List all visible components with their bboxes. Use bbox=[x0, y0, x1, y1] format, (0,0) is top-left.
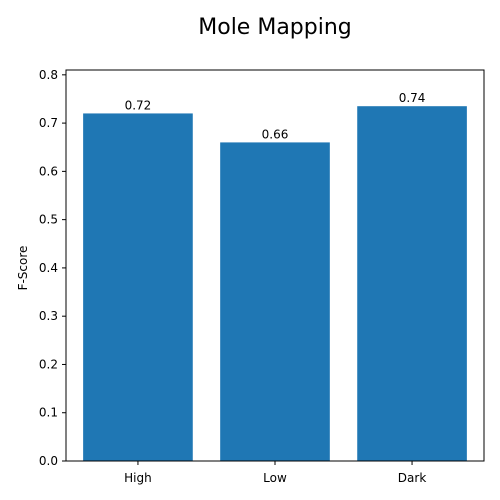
plot-frame bbox=[65, 69, 485, 462]
y-tick-label: 0.3 bbox=[39, 309, 58, 323]
y-axis-label: F-Score bbox=[16, 246, 30, 291]
bar-dark bbox=[357, 106, 467, 461]
y-tick-label: 0.1 bbox=[39, 406, 58, 420]
y-tick-label: 0.2 bbox=[39, 357, 58, 371]
y-tick-label: 0.7 bbox=[39, 116, 58, 130]
data-label-high: 0.72 bbox=[125, 98, 152, 112]
x-axis-ticks: High Low Dark bbox=[124, 461, 426, 485]
data-labels-layer: 0.72 0.66 0.74 bbox=[125, 91, 426, 141]
y-tick-label: 0.6 bbox=[39, 164, 58, 178]
bar-low bbox=[220, 142, 330, 461]
y-tick-label: 0.8 bbox=[39, 68, 58, 82]
bar-high bbox=[83, 113, 193, 461]
x-tick-label-dark: Dark bbox=[398, 471, 427, 485]
x-tick-label-low: Low bbox=[263, 471, 287, 485]
y-axis-ticks: 0.0 0.1 0.2 0.3 0.4 0.5 0.6 0.7 0.8 bbox=[39, 68, 66, 468]
chart-title: Mole Mapping bbox=[198, 15, 352, 40]
x-tick-label-high: High bbox=[124, 471, 152, 485]
data-label-dark: 0.74 bbox=[399, 91, 426, 105]
y-tick-label: 0.5 bbox=[39, 213, 58, 227]
bars-layer bbox=[83, 106, 467, 461]
y-tick-label: 0.4 bbox=[39, 261, 58, 275]
data-label-low: 0.66 bbox=[262, 127, 289, 141]
y-tick-label: 0.0 bbox=[39, 454, 58, 468]
